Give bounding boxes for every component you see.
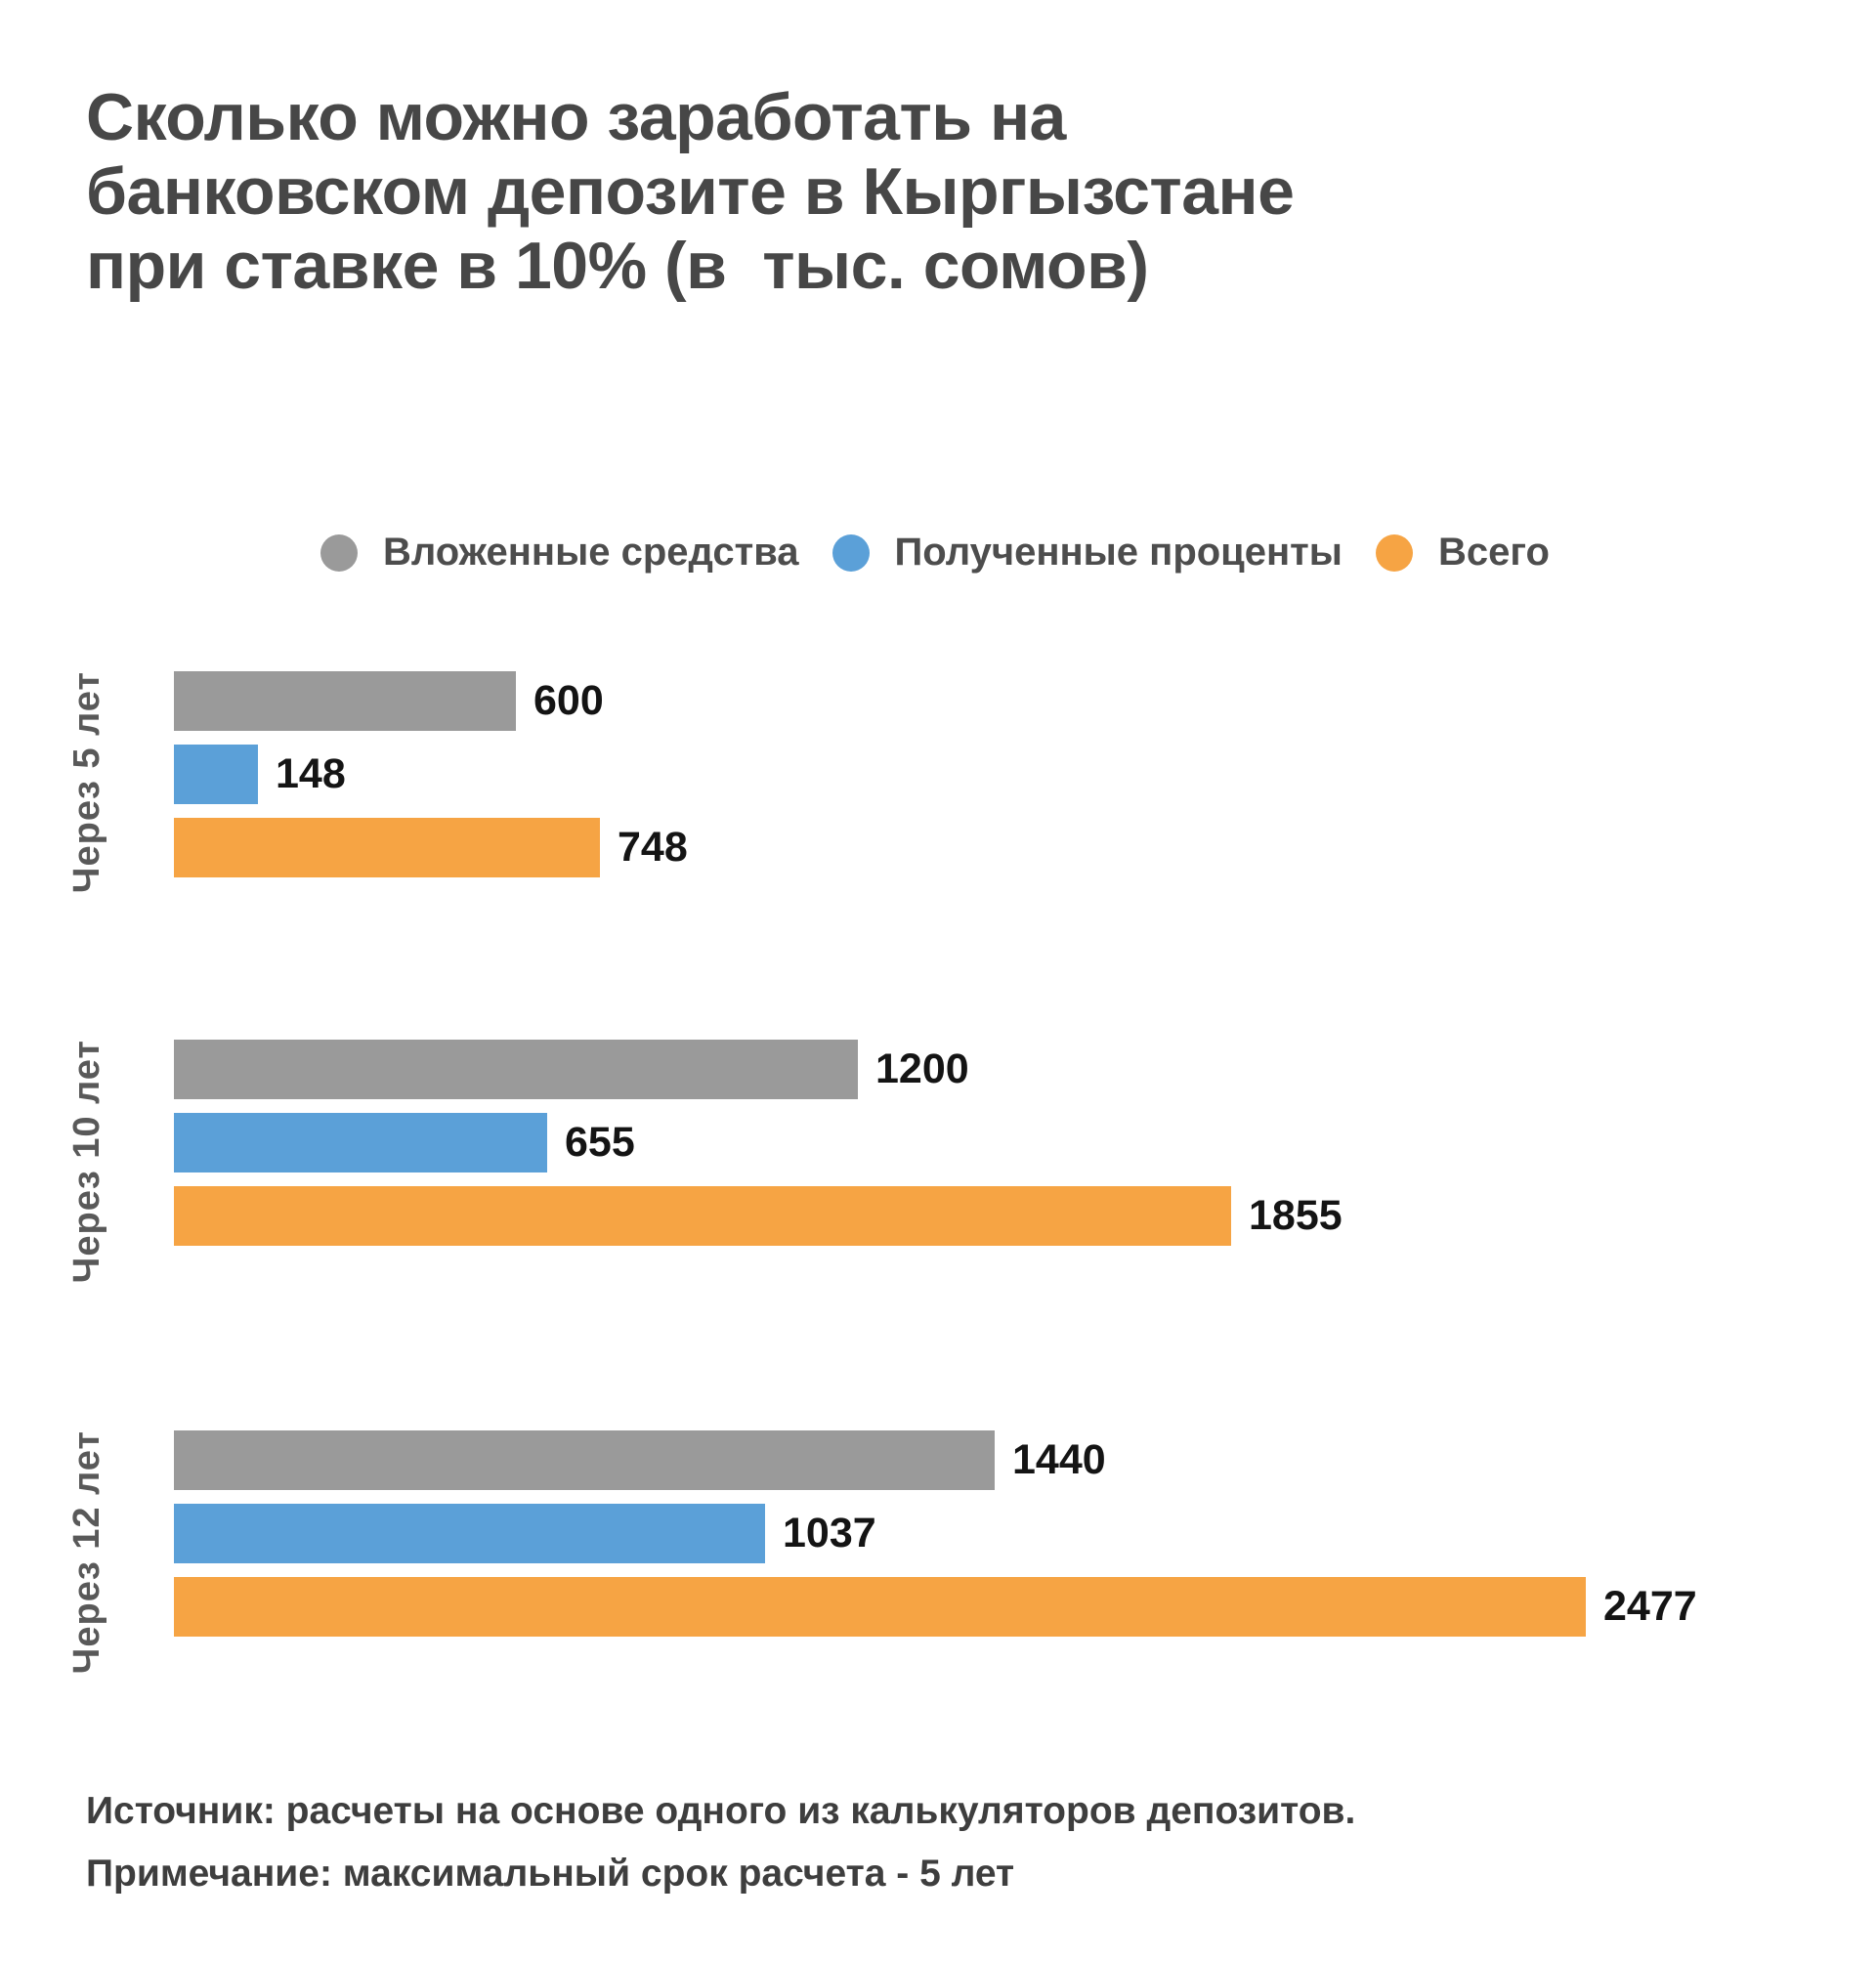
- bar-interest: [174, 1113, 547, 1173]
- bar-total: [174, 1576, 1586, 1637]
- bar-value-label: 655: [565, 1119, 635, 1167]
- legend-item-invested: Вложенные средства: [320, 531, 799, 575]
- bar-total: [174, 818, 600, 877]
- legend-item-total: Всего: [1375, 531, 1550, 575]
- bar-row-interest: 655: [174, 1113, 1343, 1173]
- bar-row-total: 2477: [174, 1576, 1697, 1637]
- bar-row-invested: 1440: [174, 1429, 1697, 1490]
- bar-value-label: 2477: [1603, 1582, 1697, 1630]
- legend-swatch-icon-interest: [831, 533, 870, 572]
- bar-value-label: 748: [618, 824, 688, 871]
- bar-invested: [174, 671, 516, 731]
- bar-total: [174, 1186, 1231, 1247]
- bar-stack: 600 148 748: [174, 671, 688, 893]
- bar-row-total: 748: [174, 818, 688, 877]
- category-label-column: Через 5 лет: [0, 671, 174, 893]
- category-label: Через 5 лет: [65, 671, 107, 894]
- bar-value-label: 1855: [1249, 1192, 1343, 1240]
- source-note: Источник: расчеты на основе одного из ка…: [86, 1790, 1356, 1832]
- legend-label-total: Всего: [1437, 531, 1550, 574]
- bar-group: Через 5 лет 600 148 748: [0, 671, 1876, 893]
- bar-stack: 1200 655 1855: [174, 1040, 1343, 1283]
- bar-interest: [174, 1503, 765, 1563]
- bar-row-total: 1855: [174, 1186, 1343, 1247]
- bar-stack: 1440 1037 2477: [174, 1429, 1697, 1674]
- bar-group: Через 12 лет 1440 1037 2477: [0, 1429, 1876, 1674]
- category-label: Через 12 лет: [65, 1429, 107, 1674]
- legend-label-invested: Вложенные средства: [383, 531, 799, 574]
- bar-invested: [174, 1429, 995, 1490]
- chart-title: Сколько можно заработать на банковском д…: [86, 80, 1295, 304]
- bar-value-label: 1440: [1012, 1435, 1106, 1483]
- bar-chart: Через 5 лет 600 148 748 Через 10 лет 1200 655 1…: [0, 671, 1876, 1674]
- bar-value-label: 148: [276, 750, 346, 797]
- legend-label-interest: Полученные проценты: [894, 531, 1343, 574]
- bar-row-interest: 148: [174, 745, 688, 804]
- legend-swatch-icon-total: [1375, 533, 1413, 572]
- category-label-column: Через 12 лет: [0, 1430, 174, 1674]
- bar-row-invested: 600: [174, 671, 688, 731]
- legend: Вложенные средства Полученные проценты Все…: [320, 531, 1550, 575]
- category-label-column: Через 10 лет: [0, 1040, 174, 1283]
- category-label: Через 10 лет: [65, 1040, 107, 1284]
- footer: Источник: расчеты на основе одного из ка…: [86, 1780, 1355, 1906]
- bar-value-label: 1037: [783, 1509, 876, 1556]
- bar-invested: [174, 1040, 858, 1100]
- bar-value-label: 1200: [875, 1045, 969, 1093]
- bar-interest: [174, 745, 258, 804]
- calculation-note: Примечание: максимальный срок расчета - …: [86, 1853, 1015, 1896]
- legend-swatch-icon-invested: [320, 533, 358, 572]
- bar-row-interest: 1037: [174, 1503, 1697, 1563]
- bar-value-label: 600: [533, 677, 604, 724]
- bar-row-invested: 1200: [174, 1040, 1343, 1100]
- legend-item-interest: Полученные проценты: [831, 531, 1343, 575]
- bar-group: Через 10 лет 1200 655 1855: [0, 1040, 1876, 1284]
